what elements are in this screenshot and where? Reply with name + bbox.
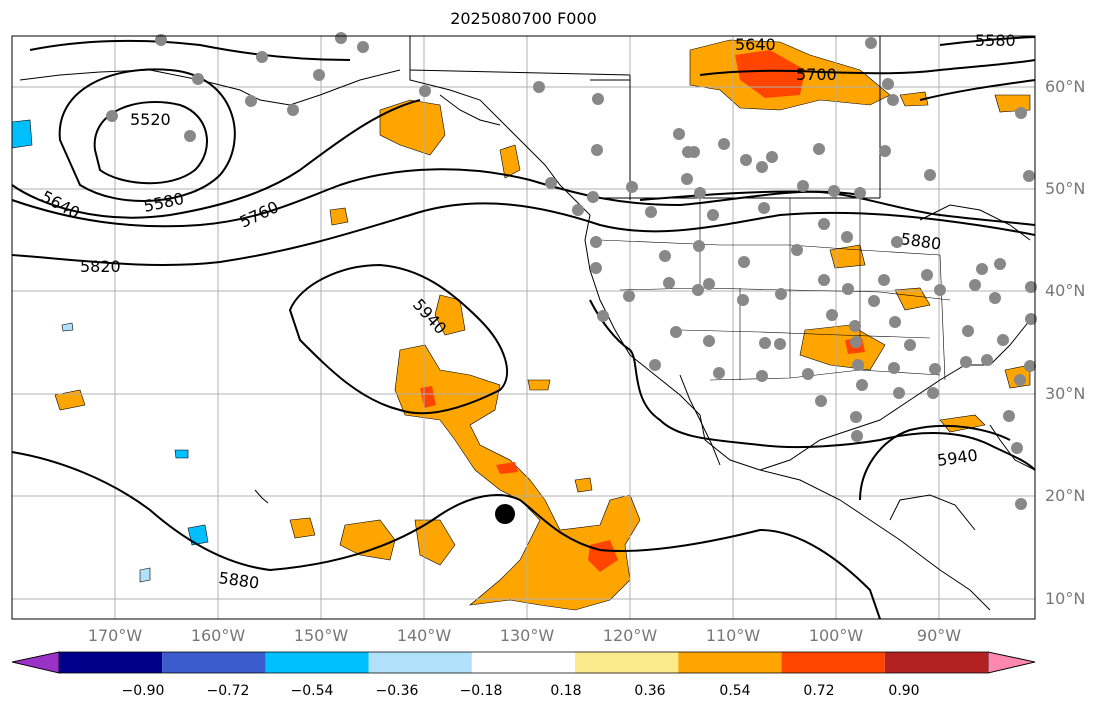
colorbar-segment — [575, 652, 679, 673]
colorbar-segment — [781, 652, 885, 673]
colorbar-extend-low — [11, 651, 60, 674]
contour-label: 5640 — [735, 35, 776, 54]
lon-tick: 150°W — [293, 626, 349, 645]
lon-tick: 110°W — [705, 626, 761, 645]
lat-tick: 40°N — [1045, 281, 1086, 300]
lon-tick: 100°W — [808, 626, 864, 645]
colorbar-outline — [11, 651, 1036, 674]
lat-tick: 10°N — [1045, 589, 1086, 608]
lon-tick: 120°W — [602, 626, 658, 645]
colorbar-tick-label: −0.54 — [290, 683, 334, 699]
colorbar-segment — [162, 652, 266, 673]
colorbar-tick-label: −0.90 — [121, 683, 165, 699]
negative-anomaly-shading — [11, 119, 209, 583]
map-border — [11, 35, 1036, 620]
lon-tick: 140°W — [396, 626, 452, 645]
colorbar-segment — [884, 652, 988, 673]
lon-tick: 130°W — [499, 626, 555, 645]
lon-tick: 170°W — [87, 626, 143, 645]
contour-label: 5520 — [130, 110, 171, 129]
lat-tick: 30°N — [1045, 384, 1086, 403]
colorbar-tick-label: −0.72 — [206, 683, 250, 699]
colorbar-tick-label: 0.72 — [803, 683, 835, 699]
lon-tick: 90°W — [916, 626, 962, 645]
contour-label: 5700 — [796, 65, 837, 84]
graticule — [12, 36, 1035, 619]
colorbar-tick-label: 0.18 — [550, 683, 582, 699]
storm-center-marker — [495, 504, 515, 524]
lat-tick: 50°N — [1045, 179, 1086, 198]
colorbar-tick-label: 0.54 — [719, 683, 751, 699]
station-markers — [106, 32, 1037, 510]
colorbar-extend-high — [987, 651, 1036, 674]
colorbar-segment — [368, 652, 472, 673]
lat-tick: 60°N — [1045, 77, 1086, 96]
colorbar-segment — [471, 652, 576, 673]
colorbar-segment — [59, 652, 163, 673]
colorbar-segment — [678, 652, 782, 673]
lat-tick: 20°N — [1045, 486, 1086, 505]
colorbar-tick-label: 0.90 — [888, 683, 920, 699]
colorbar — [11, 651, 1036, 674]
state-borders — [599, 198, 951, 381]
map-panel: 5520 5580 5640 5640 5700 5760 5820 5880 … — [11, 31, 1037, 620]
contour-label: 5580 — [975, 31, 1016, 50]
colorbar-segment — [265, 652, 369, 673]
chart-title: 2025080700 F000 — [450, 9, 597, 28]
colorbar-tick-label: −0.18 — [459, 683, 503, 699]
colorbar-tick-label: 0.36 — [634, 683, 666, 699]
height-contours — [11, 36, 1036, 620]
colorbar-tick-label: −0.36 — [375, 683, 419, 699]
lon-tick: 160°W — [190, 626, 246, 645]
contour-label: 5820 — [80, 257, 121, 276]
